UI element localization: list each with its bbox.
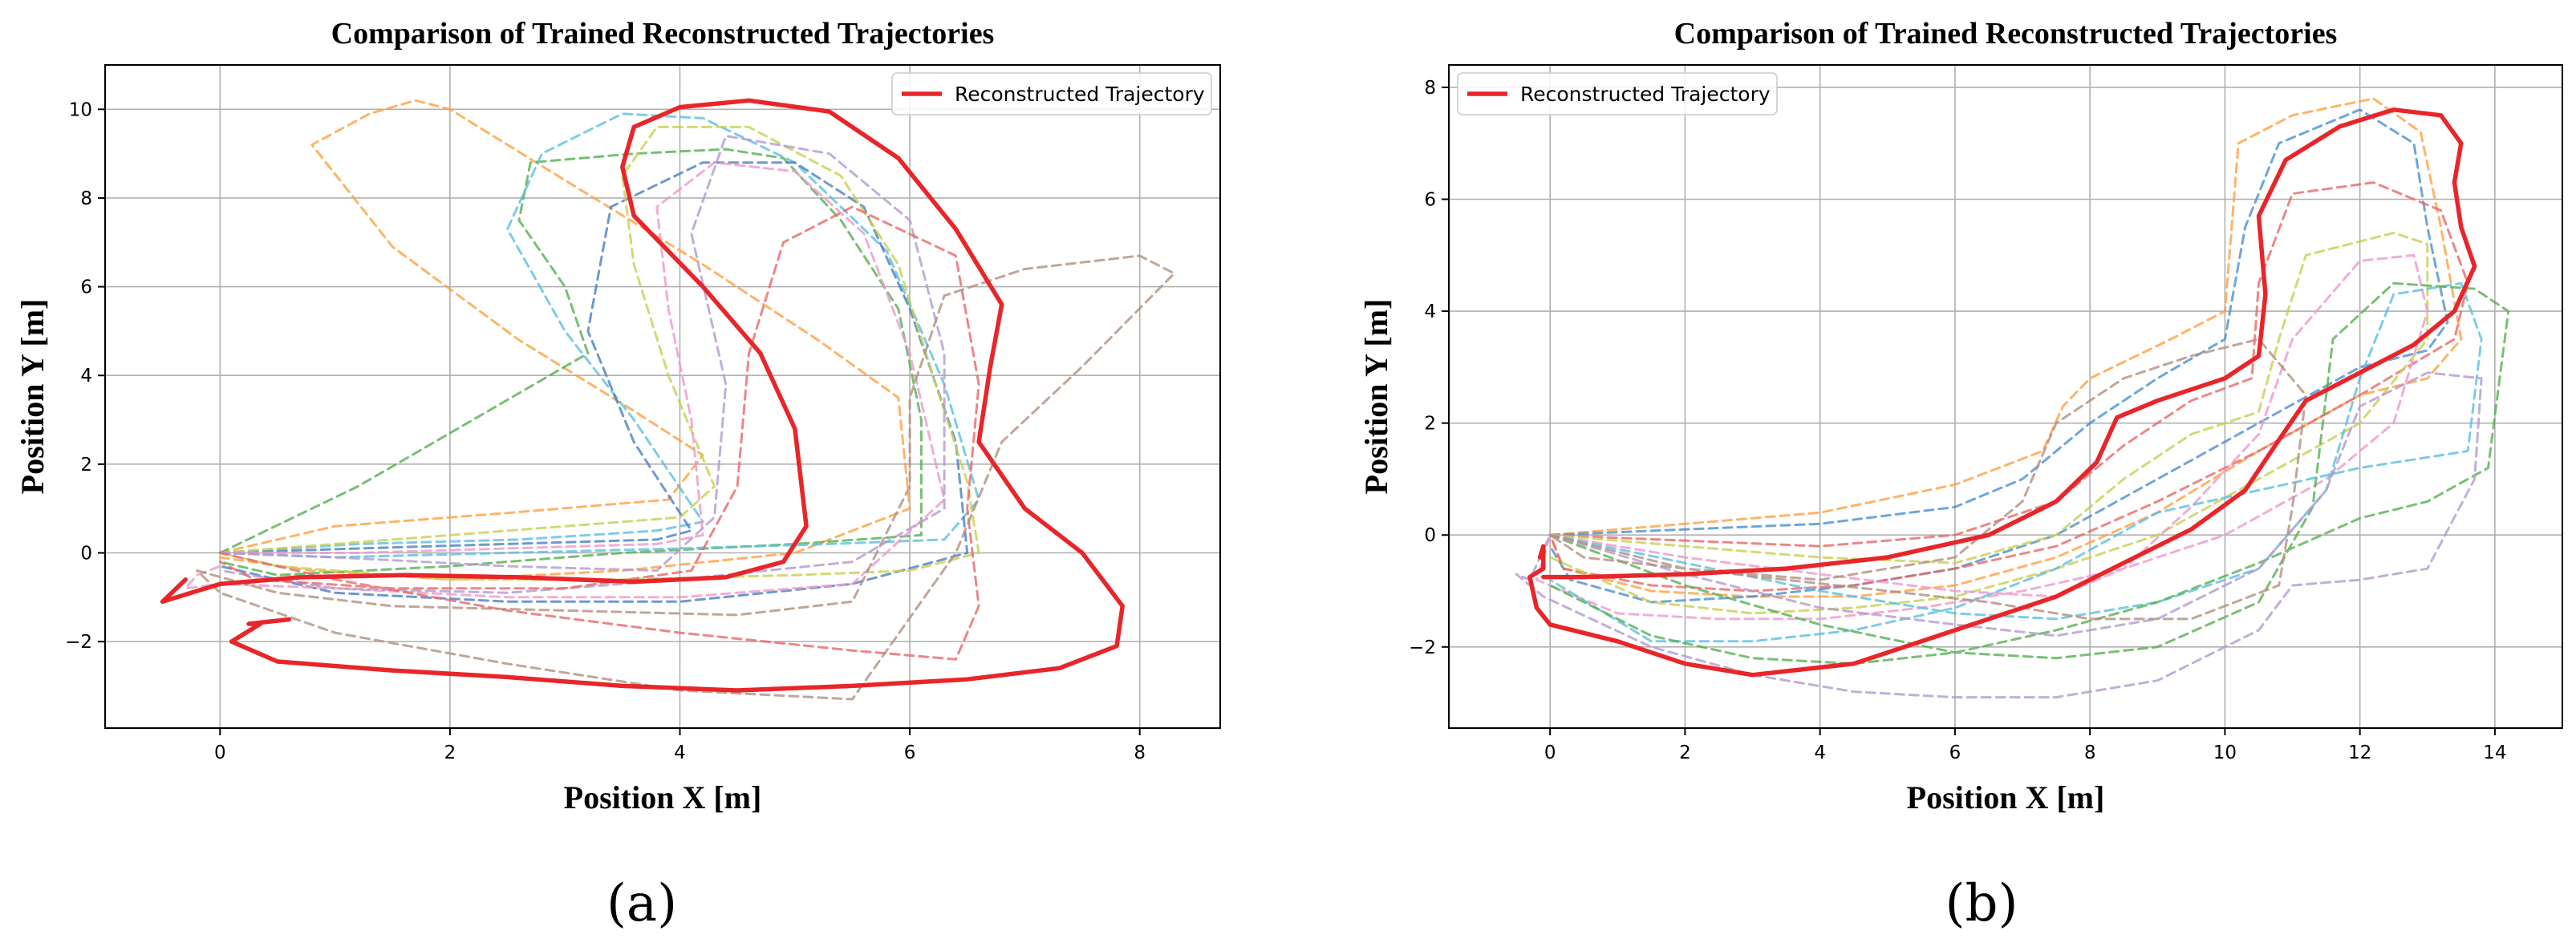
- x-tick-label: 0: [214, 743, 226, 763]
- ticks: 0 2 4 6 8 10 12 14 −2 0 2 4 6 8: [1409, 78, 2506, 763]
- series-line-trained-8: [1515, 371, 2483, 699]
- series-line-trained-2: [218, 148, 923, 577]
- panel-caption-a: (a): [606, 874, 677, 933]
- y-tick-label: 6: [1424, 189, 1436, 210]
- series-group: [1515, 97, 2510, 699]
- plot-frame: [1448, 64, 2563, 729]
- x-tick-label: 8: [1134, 743, 1146, 763]
- series-line-trained-5: [1535, 253, 2429, 621]
- y-tick-label: 8: [1424, 78, 1436, 99]
- y-tick-label: 2: [1424, 414, 1436, 435]
- chart-title: Comparison of Trained Reconstructed Traj…: [331, 17, 995, 51]
- y-tick-label: 0: [1424, 525, 1436, 546]
- legend-box: [1457, 72, 1778, 115]
- legend: Reconstructed Trajectory: [891, 72, 1212, 115]
- x-tick-label: 12: [2348, 743, 2371, 763]
- x-tick-label: 4: [1814, 743, 1826, 763]
- x-tick-label: 6: [904, 743, 916, 763]
- legend-label: Reconstructed Trajectory: [955, 83, 1205, 106]
- series-line-trained-9: [1548, 338, 2307, 621]
- x-tick-label: 8: [2084, 743, 2096, 763]
- series-line-reconstructed: [160, 98, 1125, 693]
- ticks: 0 2 4 6 8 −2 0 2 4 6 8 10: [65, 99, 1146, 763]
- legend: Reconstructed Trajectory: [1457, 72, 1778, 115]
- panel-a: 0 2 4 6 8 −2 0 2 4 6 8 10 Comparison of Trained Reco…: [14, 17, 1221, 815]
- y-tick-label: −2: [1409, 637, 1436, 658]
- panel-b: 0 2 4 6 8 10 12 14 −2 0 2 4 6 8 Comparison of Trained …: [1358, 17, 2563, 815]
- series-line-trained-1: [218, 99, 911, 581]
- y-tick-label: 4: [80, 366, 92, 386]
- series-line-trained-8: [218, 205, 980, 661]
- y-tick-label: 2: [80, 455, 92, 476]
- x-axis-label: Position X [m]: [1907, 779, 2105, 815]
- x-axis-label: Position X [m]: [564, 779, 762, 815]
- series-line-trained-7: [1548, 281, 2510, 666]
- series-line-trained-3: [218, 112, 980, 559]
- series-line-trained-6: [184, 161, 946, 599]
- y-axis-label: Position Y [m]: [1358, 299, 1394, 495]
- y-tick-label: 8: [80, 188, 92, 209]
- x-tick-label: 14: [2483, 743, 2506, 763]
- x-tick-label: 6: [1949, 743, 1961, 763]
- series-line-trained-1: [1548, 97, 2463, 598]
- x-tick-label: 0: [1544, 743, 1556, 763]
- grid: [1449, 65, 2562, 728]
- series-line-trained-4: [1548, 231, 2429, 615]
- x-tick-label: 2: [1679, 743, 1691, 763]
- y-tick-label: −2: [65, 632, 92, 653]
- x-tick-label: 4: [674, 743, 686, 763]
- y-axis-label: Position Y [m]: [14, 299, 51, 495]
- y-tick-label: 0: [80, 543, 92, 564]
- x-tick-label: 10: [2213, 743, 2237, 763]
- grid: [105, 65, 1220, 728]
- panel-caption-b: (b): [1945, 874, 2018, 933]
- y-tick-label: 4: [1424, 301, 1436, 322]
- y-tick-label: 10: [69, 99, 92, 120]
- series-line-trained-7: [218, 135, 946, 594]
- series-line-trained-9: [196, 254, 1176, 701]
- legend-label: Reconstructed Trajectory: [1520, 83, 1771, 106]
- y-tick-label: 6: [80, 277, 92, 298]
- x-tick-label: 2: [444, 743, 456, 763]
- legend-box: [891, 72, 1212, 115]
- series-line-trained-5: [218, 125, 980, 581]
- series-line-reconstructed: [1527, 107, 2477, 678]
- series-group: [160, 98, 1176, 701]
- plot-frame: [104, 64, 1221, 729]
- series-line-trained-4: [218, 161, 969, 603]
- chart-title: Comparison of Trained Reconstructed Traj…: [1674, 17, 2338, 51]
